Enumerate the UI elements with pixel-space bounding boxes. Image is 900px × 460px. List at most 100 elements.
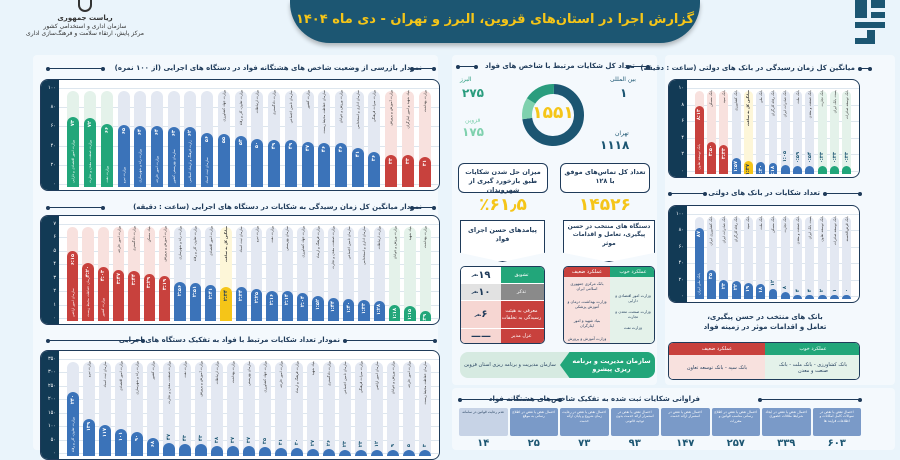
bar[interactable]: ۲۴۰ وزارت تعاون، کار و رفاه — [67, 391, 79, 456]
bar[interactable]: ۱:۴۰ — [343, 298, 355, 321]
bar[interactable]: ۶۵ وزارت نیرو — [117, 124, 130, 187]
bar[interactable]: ۱:۴۴ — [327, 297, 339, 321]
bar[interactable] — [780, 292, 790, 299]
bar[interactable]: ۸۷ بانک ملی ایران — [694, 227, 704, 299]
bar[interactable]: ۱۱۷ — [99, 424, 111, 456]
bar[interactable]: ۱:۳۷ — [743, 160, 753, 175]
bar[interactable]: ۳:۴۷ — [113, 270, 125, 321]
bar[interactable]: ۱۸ — [756, 284, 766, 299]
bar[interactable] — [291, 447, 303, 456]
bar-category: وزارت جهاد کشاورزی — [263, 361, 267, 393]
bar[interactable]: ۲:۲۵ — [251, 288, 263, 321]
bar[interactable] — [817, 166, 827, 174]
bar[interactable]: ۱:۱۸ — [768, 163, 778, 177]
bar[interactable]: ۷۳ وزارت امور اقتصادی و دارایی — [67, 116, 80, 187]
bar[interactable] — [371, 450, 383, 456]
bar[interactable]: ۲۲ — [731, 280, 741, 299]
bar[interactable] — [275, 447, 287, 456]
bar[interactable]: ۳۱ — [418, 157, 431, 187]
bar[interactable] — [805, 166, 815, 174]
bar[interactable]: ۲:۳۴ — [220, 286, 232, 321]
bar[interactable]: ۶۲ وزارت فرهنگ و ارشاد اسلامی — [184, 127, 197, 187]
bar[interactable]: ۲:۵۱ — [189, 282, 201, 321]
bar[interactable]: ۴۹ — [284, 139, 297, 187]
bar[interactable] — [842, 166, 852, 174]
bar[interactable]: ۱:۳۰ — [756, 161, 766, 176]
bar[interactable]: ۳:۳۳ — [719, 144, 729, 174]
bar[interactable]: ۴:۰۳ وزارت کشور — [97, 266, 109, 321]
bar[interactable]: ۱۰۱ — [115, 428, 127, 456]
bar[interactable] — [227, 446, 239, 456]
bar[interactable] — [355, 449, 367, 456]
bar-value: ۱:۱۸ — [391, 308, 398, 320]
bar[interactable]: ۱۹ — [743, 283, 753, 299]
bar[interactable]: ۶:۱۵ سازمان امور اراضی — [67, 250, 79, 321]
bar[interactable] — [842, 295, 852, 299]
bar[interactable] — [339, 449, 351, 456]
bar[interactable] — [805, 295, 815, 299]
bar[interactable]: ۳۶ — [368, 152, 381, 187]
bar[interactable] — [243, 446, 255, 456]
bar[interactable] — [817, 295, 827, 299]
bar[interactable]: ۲:۴۱ — [205, 285, 217, 321]
bar[interactable]: ۴۹ — [268, 139, 281, 187]
bar[interactable]: ۱:۳۳ — [358, 300, 370, 321]
bar[interactable] — [419, 450, 431, 456]
bar[interactable]: ۲:۵۶ — [174, 281, 186, 321]
bar[interactable]: ۳:۴۴ — [128, 270, 140, 321]
bar[interactable]: ۵۶ سازمان ثبت اسناد — [201, 133, 214, 187]
bar[interactable]: ۴۷ — [301, 141, 314, 187]
bar[interactable]: ۸:۱۳ بانک توسعه تعاون — [694, 105, 704, 174]
bar[interactable]: ۱۳۹ — [83, 418, 95, 456]
bar[interactable]: ۳۳ — [401, 155, 414, 187]
bar[interactable]: ۹۰ — [131, 431, 143, 456]
outcome-unit: نفر — [471, 289, 479, 295]
bar[interactable]: ۲:۳۴ — [235, 286, 247, 321]
bar[interactable]: ۶۳ سازمان بهزیستی کشور — [167, 126, 180, 187]
bar[interactable] — [830, 166, 839, 174]
bar[interactable]: ۳:۱۹ — [159, 276, 171, 321]
bar[interactable]: ۳۳ — [385, 155, 398, 187]
bar[interactable]: ۱:۱۸ — [389, 305, 401, 321]
bar[interactable] — [793, 295, 803, 299]
bar[interactable]: ۰:۳۹ — [419, 311, 431, 324]
bar[interactable] — [793, 165, 803, 174]
bar-value: ۳:۴۷ — [115, 273, 122, 285]
bar[interactable]: ۳:۲۹ — [143, 274, 155, 321]
bar[interactable] — [768, 289, 778, 299]
bar[interactable] — [259, 446, 271, 456]
bar[interactable]: ۲:۱۴ — [281, 291, 293, 321]
bar[interactable]: ۲:۱۶ — [266, 290, 278, 321]
bar[interactable]: ۷۲ وزارت صنعت، معدن و تجارت — [84, 117, 97, 187]
bar[interactable]: ۳۵ — [707, 270, 716, 299]
bar[interactable]: ۶۶ وزارت نفت — [100, 123, 113, 187]
bar[interactable]: ۱:۲۸ — [373, 301, 385, 321]
bar[interactable] — [195, 444, 207, 456]
bar[interactable] — [387, 450, 399, 456]
bar[interactable]: ۵۰ — [251, 139, 264, 187]
bar[interactable]: ۱:۵۲ — [312, 295, 324, 321]
bar[interactable] — [403, 450, 415, 456]
bar[interactable]: ۵۵ — [217, 134, 230, 187]
bar[interactable]: ۱:۵۷ — [731, 157, 741, 174]
bar-value: ۵۵ — [220, 137, 227, 144]
bar[interactable]: ۶۴ وزارت راه و شهرسازی — [134, 125, 147, 187]
bar[interactable]: ۵۳ — [234, 136, 247, 187]
bar[interactable] — [830, 295, 839, 299]
bar[interactable] — [179, 444, 191, 456]
bar[interactable]: ۶۴ وزارت امور خارجه — [150, 125, 163, 187]
bar[interactable]: ۱:۱۵ — [404, 305, 416, 321]
bar[interactable]: ۶۸ — [147, 437, 159, 456]
bar[interactable]: ۴۶ — [318, 142, 331, 187]
bar[interactable] — [780, 165, 790, 174]
bar[interactable]: ۴۶ — [334, 142, 347, 187]
bar[interactable]: ۳:۵۰ — [707, 142, 716, 174]
bar[interactable]: ۴:۲۰ سازمان حفاظت محیط زیست — [82, 262, 94, 321]
inspection-chart: ۰ ۲۰ ۴۰ ۶۰ ۸۰ ۱۰۰ ۷۳ وزارت امور اقتصادی و دارای… — [40, 79, 440, 191]
bar[interactable] — [323, 449, 335, 456]
bar[interactable]: ۲:۰۴ — [297, 293, 309, 321]
bar[interactable]: ۴۱ — [351, 147, 364, 187]
bar[interactable] — [211, 445, 223, 456]
outcome-unit: نفر — [474, 311, 482, 317]
bar[interactable]: ۲۳ — [719, 280, 729, 299]
